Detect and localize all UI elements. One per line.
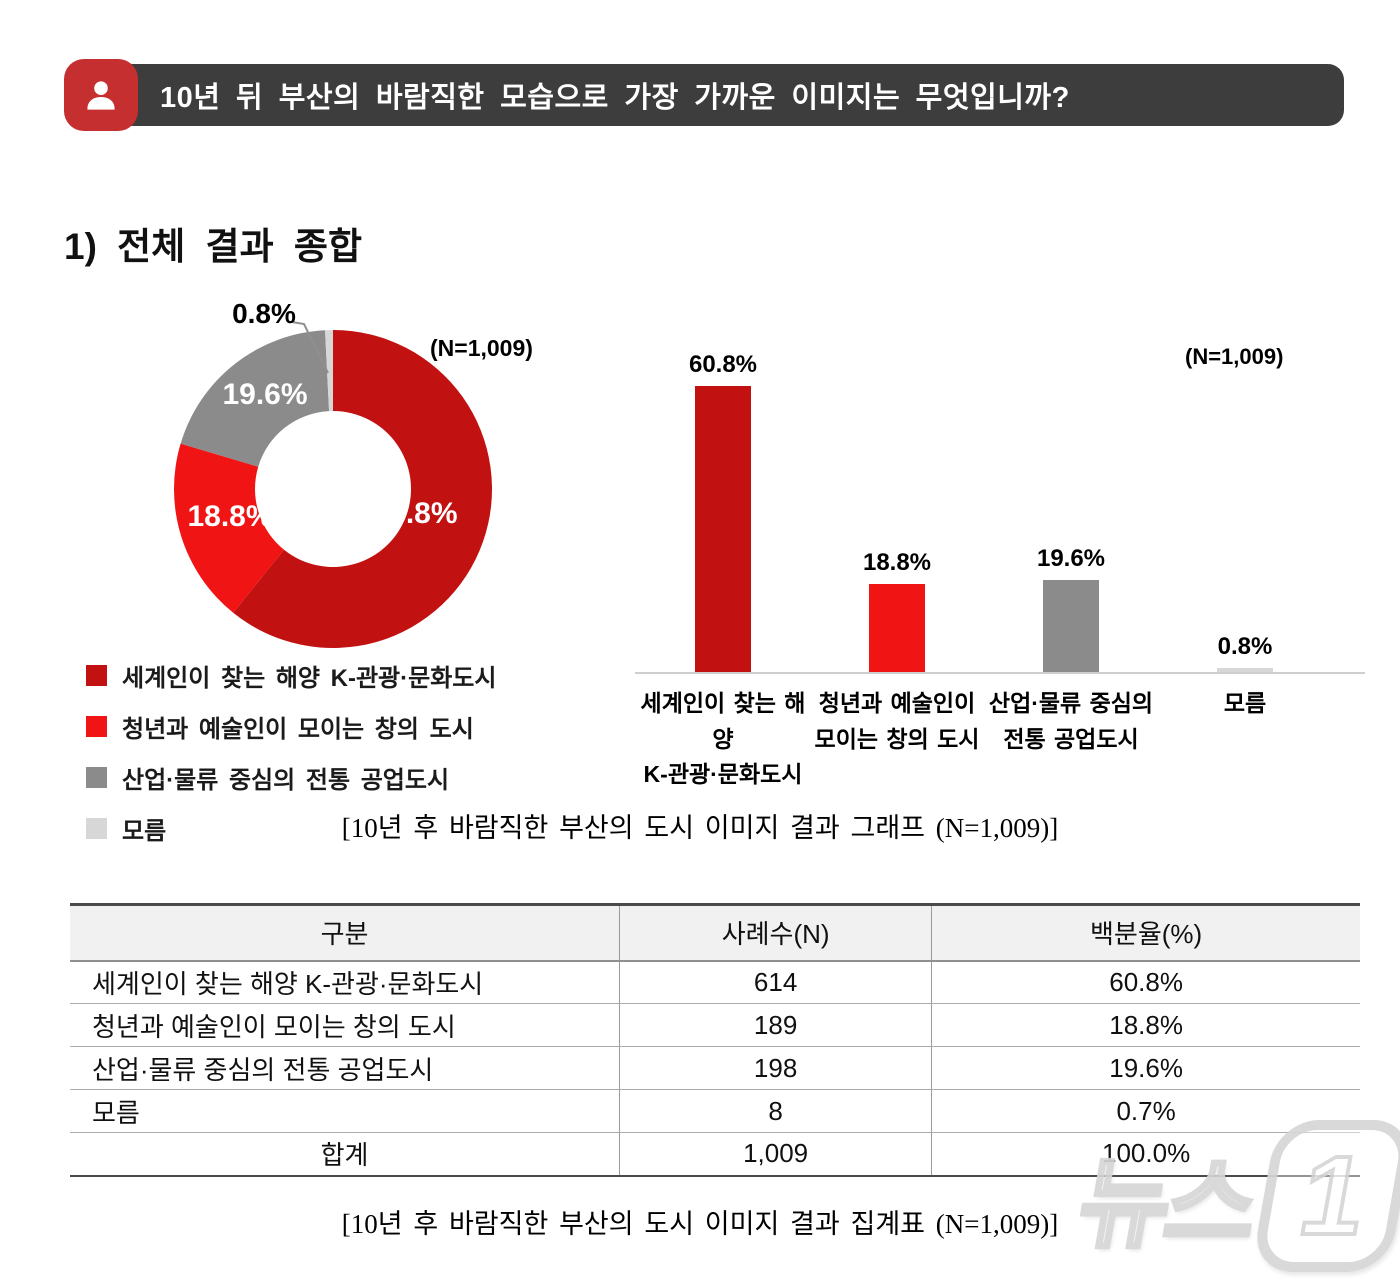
- donut-slice: [325, 330, 333, 412]
- bar-category-text: 모름: [1223, 690, 1267, 716]
- donut-label-moreum: 0.8%: [232, 298, 296, 329]
- bar-chart-sample-size: (N=1,009): [1185, 344, 1284, 369]
- legend-swatch-dark-red: [86, 665, 107, 686]
- table-row: 세계인이 찾는 해양 K-관광·문화도시 614 60.8%: [70, 960, 1360, 1004]
- bar-category: 세계인이 찾는 해양 K-관광·문화도시: [636, 686, 810, 793]
- table-cell: 8: [619, 1089, 932, 1133]
- result-table: 구분 사례수(N) 백분율(%) 세계인이 찾는 해양 K-관광·문화도시 614…: [70, 903, 1360, 1177]
- table-cell: 1,009: [619, 1132, 932, 1176]
- bar-chart-baseline: [635, 672, 1365, 674]
- bar-moreum: [1217, 668, 1273, 672]
- legend-label: 청년과 예술인이 모이는 창의 도시: [122, 716, 474, 743]
- table-header-row: 구분 사례수(N) 백분율(%): [70, 904, 1360, 962]
- table-caption: [10년 후 바람직한 부산의 도시 이미지 결과 집계표 (N=1,009)]: [341, 1209, 1059, 1239]
- table-cell: 청년과 예술인이 모이는 창의 도시: [70, 1003, 620, 1047]
- bar-group-moreum: 0.8%: [1158, 340, 1332, 672]
- table-cell: 모름: [70, 1089, 620, 1133]
- table-cell: 세계인이 찾는 해양 K-관광·문화도시: [70, 960, 620, 1004]
- legend-item: 세계인이 찾는 해양 K-관광·문화도시: [86, 658, 496, 693]
- table-header-count: 사례수(N): [619, 904, 932, 962]
- bar-category-text: 청년과 예술인이 모이는 창의 도시: [814, 690, 980, 752]
- donut-slice: [233, 330, 492, 648]
- donut-chart: [172, 328, 494, 650]
- table-row: 합계 1,009 100.0%: [70, 1132, 1360, 1176]
- person-icon-glyph: [87, 81, 115, 110]
- bar-category: 모름: [1158, 686, 1332, 793]
- table-row: 산업·물류 중심의 전통 공업도시 198 19.6%: [70, 1046, 1360, 1090]
- leader-line: [291, 321, 329, 374]
- table-row: 청년과 예술인이 모이는 창의 도시 189 18.8%: [70, 1003, 1360, 1047]
- table-cell: 0.7%: [931, 1089, 1360, 1133]
- table-cell: 614: [619, 960, 932, 1004]
- donut-slice: [174, 443, 285, 613]
- table-cell: 산업·물류 중심의 전통 공업도시: [70, 1046, 620, 1090]
- bar-category: 청년과 예술인이 모이는 창의 도시: [810, 686, 984, 793]
- bar-industry: [1043, 579, 1099, 672]
- legend-swatch-gray: [86, 767, 107, 788]
- table-cell: 19.6%: [931, 1046, 1360, 1090]
- bar-tourism: [695, 386, 751, 672]
- legend-swatch-red: [86, 716, 107, 737]
- question-text: 10년 뒤 부산의 바람직한 모습으로 가장 가까운 이미지는 무엇입니까?: [160, 82, 1070, 114]
- chart-legend: 세계인이 찾는 해양 K-관광·문화도시 청년과 예술인이 모이는 창의 도시 …: [86, 658, 496, 846]
- bar-category-text: 세계인이 찾는 해양 K-관광·문화도시: [640, 690, 806, 788]
- table-cell: 189: [619, 1003, 932, 1047]
- bar-category-text: 산업·물류 중심의 전통 공업도시: [988, 690, 1154, 752]
- bar-value-label: 0.8%: [1217, 633, 1273, 661]
- table-cell: 198: [619, 1046, 932, 1090]
- table-header-percent: 백분율(%): [931, 904, 1360, 962]
- legend-item: 청년과 예술인이 모이는 창의 도시: [86, 709, 496, 744]
- donut-label-industry: 19.6%: [222, 378, 308, 411]
- person-icon: [64, 59, 138, 131]
- legend-item: 산업·물류 중심의 전통 공업도시: [86, 760, 496, 795]
- bar-value-label: 60.8%: [688, 351, 758, 379]
- bar-value-label: 19.6%: [1036, 544, 1106, 572]
- table-row: 모름 8 0.7%: [70, 1089, 1360, 1133]
- legend-label: 세계인이 찾는 해양 K-관광·문화도시: [122, 665, 497, 692]
- donut-slice: [180, 330, 330, 467]
- legend-label: 모름: [122, 818, 167, 845]
- bar-group-youth: 18.8%: [810, 340, 984, 672]
- table-cell: 18.8%: [931, 1003, 1360, 1047]
- bar-category: 산업·물류 중심의 전통 공업도시: [984, 686, 1158, 793]
- table-cell: 60.8%: [931, 960, 1360, 1004]
- donut-svg: [174, 330, 492, 648]
- table-cell: 합계: [320, 1140, 369, 1171]
- legend-swatch-light-gray: [86, 818, 107, 839]
- legend-label: 산업·물류 중심의 전통 공업도시: [122, 767, 450, 794]
- donut-label-tourism: 60.8%: [372, 497, 458, 530]
- section-title: 1) 전체 결과 종합: [64, 226, 362, 267]
- donut-sample-size: (N=1,009): [430, 335, 533, 361]
- table-header-category: 구분: [70, 904, 620, 962]
- legend-item: 모름: [86, 811, 496, 846]
- donut-label-youth: 18.8%: [187, 500, 273, 533]
- question-header-bar: 10년 뒤 부산의 바람직한 모습으로 가장 가까운 이미지는 무엇입니까?: [80, 64, 1344, 126]
- bar-youth: [869, 583, 925, 672]
- bar-group-tourism: 60.8%: [636, 340, 810, 672]
- bar-group-industry: 19.6%: [984, 340, 1158, 672]
- bar-value-label: 18.8%: [862, 548, 932, 576]
- chart-caption: [10년 후 바람직한 부산의 도시 이미지 결과 그래프 (N=1,009)]: [341, 813, 1059, 843]
- table-cell: 100.0%: [931, 1132, 1360, 1176]
- bar-chart: 60.8% 18.8% 19.6% 0.8%: [636, 340, 1332, 672]
- bar-category-labels: 세계인이 찾는 해양 K-관광·문화도시 청년과 예술인이 모이는 창의 도시 …: [636, 686, 1332, 793]
